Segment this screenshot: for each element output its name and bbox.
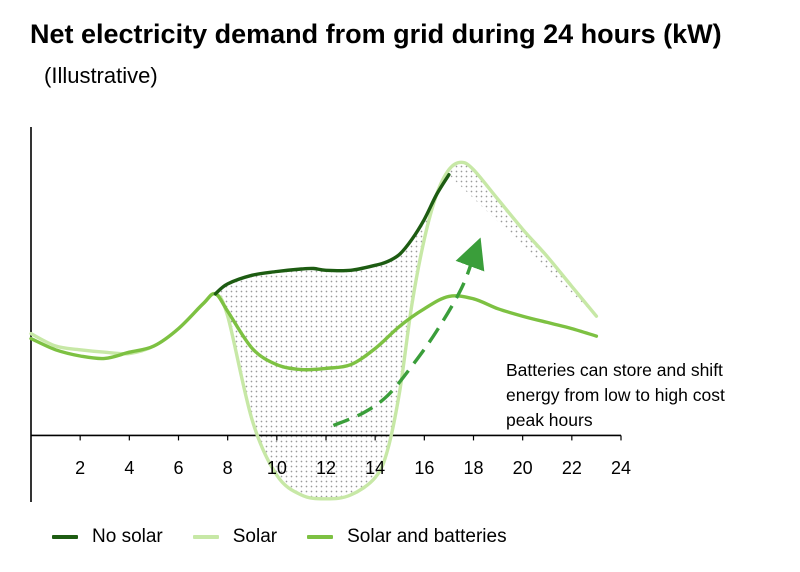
legend: No solar Solar Solar and batteries — [52, 524, 537, 550]
x-tick-label-16: 16 — [414, 458, 434, 478]
legend-label-no-solar: No solar — [92, 526, 163, 547]
x-tick-label-24: 24 — [611, 458, 631, 478]
shift-arrow — [332, 237, 485, 428]
x-tick-label-18: 18 — [463, 458, 483, 478]
annotation-text: Batteries can store and shift energy fro… — [506, 360, 725, 430]
legend-swatch-solar-and-batteries — [307, 535, 334, 539]
legend-swatch-no-solar — [52, 535, 78, 539]
legend-item-no-solar: No solar — [52, 526, 163, 548]
x-tick-label-20: 20 — [513, 458, 533, 478]
x-tick-label-6: 6 — [173, 458, 183, 478]
legend-item-solar-and-batteries: Solar and batteries — [307, 526, 507, 548]
x-tick-label-8: 8 — [223, 458, 233, 478]
x-tick-label-10: 10 — [267, 458, 287, 478]
x-tick-label-2: 2 — [75, 458, 85, 478]
legend-label-solar: Solar — [232, 526, 278, 547]
chart-title: Net electricity demand from grid during … — [30, 14, 730, 96]
x-tick-label-22: 22 — [562, 458, 582, 478]
legend-item-solar: Solar — [192, 526, 278, 548]
series-line-no-solar — [213, 173, 451, 296]
x-tick-label-14: 14 — [365, 458, 385, 478]
shaded-region-solar-vs-no-solar — [215, 162, 597, 499]
series-line-solar-and-batteries — [29, 292, 599, 372]
x-tick-label-4: 4 — [124, 458, 134, 478]
chart-title-text: Net electricity demand from grid during … — [30, 19, 722, 49]
legend-swatch-solar — [192, 535, 219, 539]
chart-subtitle: (Illustrative) — [44, 63, 158, 88]
legend-label-solar-and-batteries: Solar and batteries — [347, 526, 507, 547]
x-tick-label-12: 12 — [316, 458, 336, 478]
